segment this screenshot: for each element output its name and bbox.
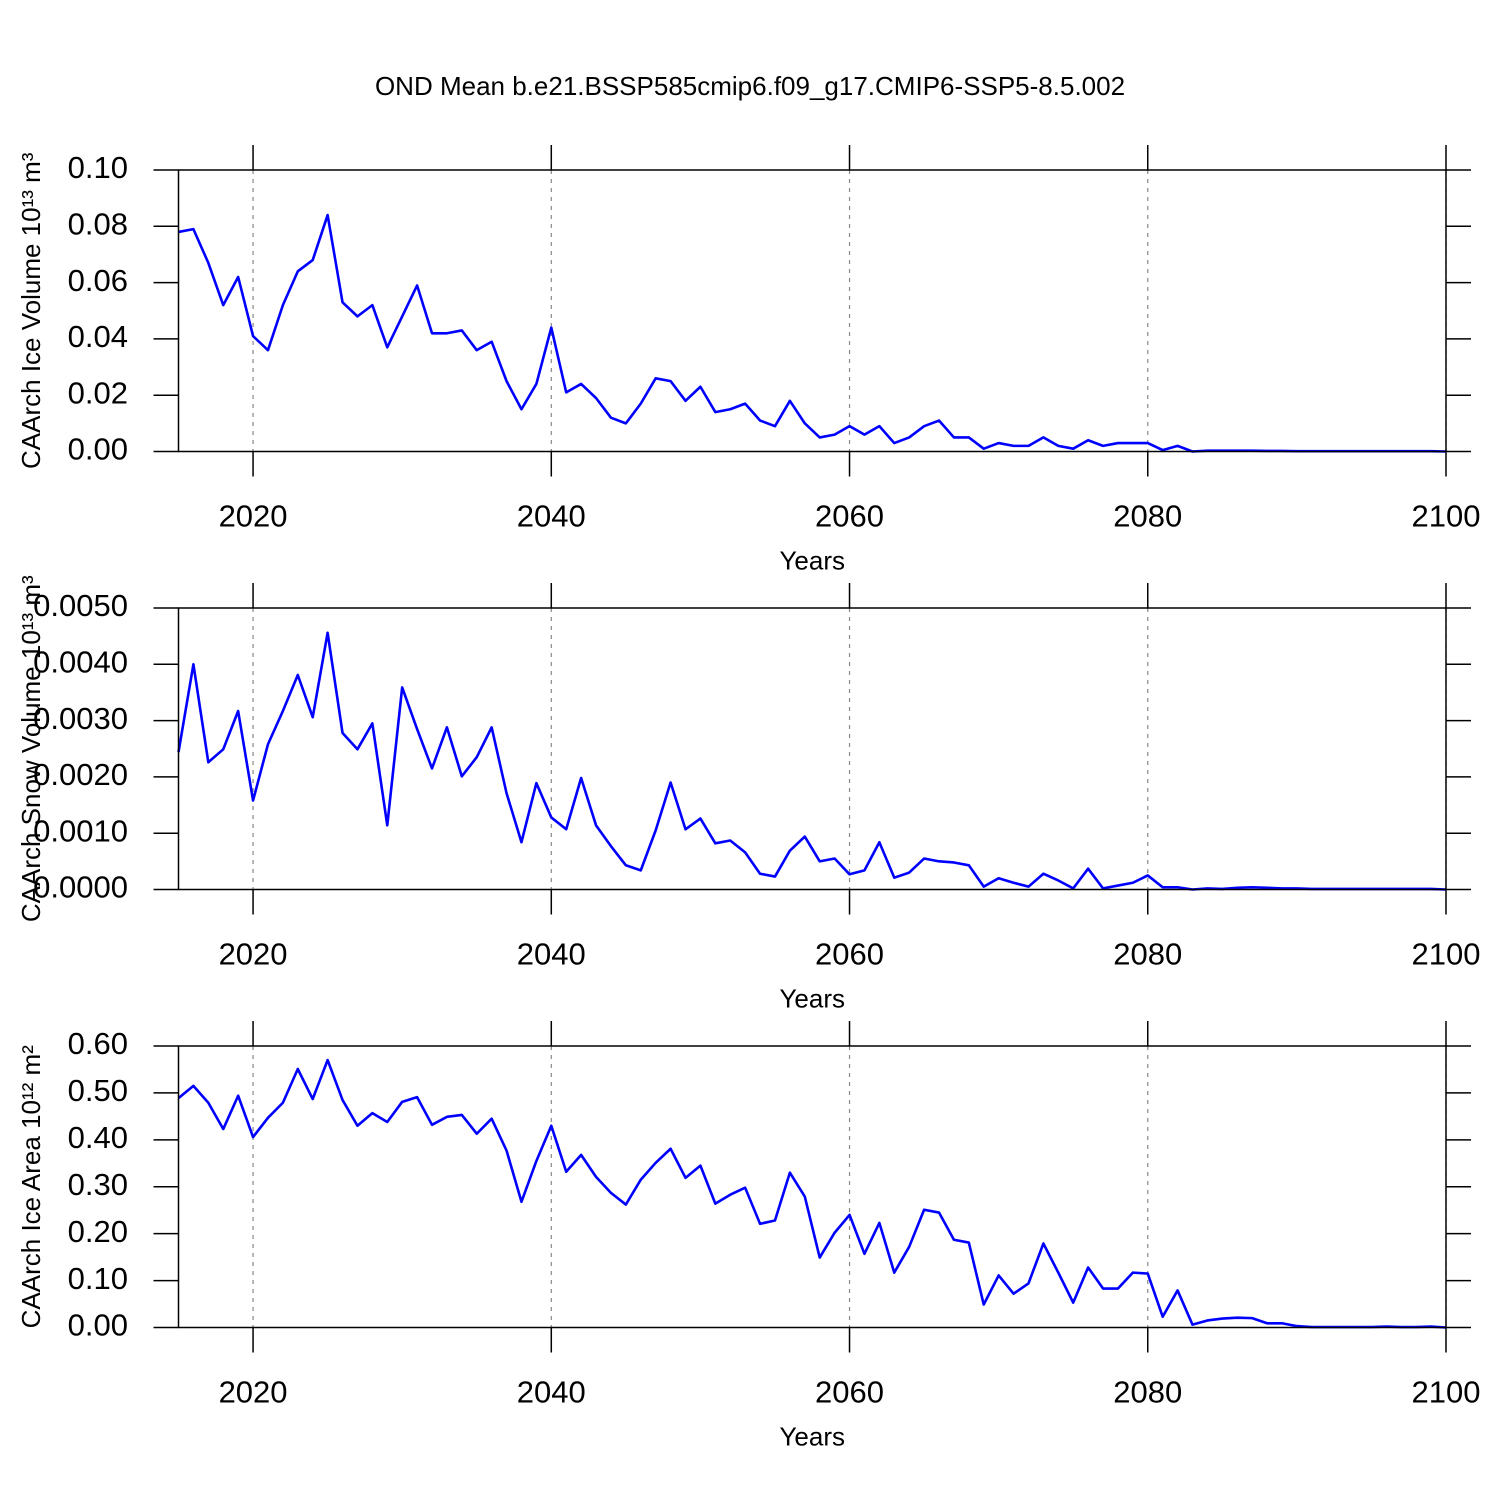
x-tick-label: 2060	[815, 937, 884, 972]
y-tick-label: 0.20	[68, 1214, 128, 1249]
x-tick-label: 2100	[1412, 1375, 1481, 1410]
x-tick-label: 2080	[1113, 499, 1182, 534]
y-tick-label: 0.02	[68, 375, 128, 410]
x-tick-label: 2100	[1412, 937, 1481, 972]
x-tick-label: 2060	[815, 499, 884, 534]
y-tick-label: 0.0040	[33, 644, 128, 679]
x-tick-label: 2020	[219, 1375, 288, 1410]
data-line	[177, 1058, 1447, 1329]
x-tick-label: 2020	[219, 499, 288, 534]
x-tick-label: 2080	[1113, 1375, 1182, 1410]
y-tick-label: 0.00	[68, 1308, 128, 1343]
y-axis-label-group: CAArch Ice Area 10¹² m²	[16, 1045, 46, 1329]
x-axis-label: Years	[779, 545, 845, 575]
y-tick-label: 0.06	[68, 263, 128, 298]
x-axis-label: Years	[779, 1421, 845, 1451]
x-tick-label: 2100	[1412, 499, 1481, 534]
y-tick-label: 0.0010	[33, 813, 128, 848]
data-line	[177, 631, 1447, 891]
y-tick-label: 0.04	[68, 319, 128, 354]
x-tick-label: 2040	[517, 937, 586, 972]
y-tick-label: 0.50	[68, 1073, 128, 1108]
x-tick-label: 2040	[517, 499, 586, 534]
plot-frame	[177, 1045, 1447, 1329]
y-tick-label: 0.30	[68, 1167, 128, 1202]
y-axis-label-group: CAArch Snow Volume 10¹³ m³	[16, 575, 46, 922]
y-tick-label: 0.60	[68, 1026, 128, 1061]
y-tick-label: 0.0030	[33, 701, 128, 736]
x-tick-label: 2080	[1113, 937, 1182, 972]
y-tick-label: 0.0000	[33, 870, 128, 905]
y-tick-label: 0.00	[68, 432, 128, 467]
x-axis-label: Years	[779, 983, 845, 1013]
y-tick-label: 0.0020	[33, 757, 128, 792]
plot-frame	[177, 169, 1447, 453]
y-axis-label: CAArch Ice Volume 10¹³ m³	[16, 152, 46, 469]
y-tick-label: 0.0050	[33, 588, 128, 623]
plot-frame	[177, 607, 1447, 891]
x-tick-label: 2060	[815, 1375, 884, 1410]
x-tick-label: 2040	[517, 1375, 586, 1410]
y-axis-label: CAArch Snow Volume 10¹³ m³	[16, 575, 46, 922]
data-line	[178, 213, 1447, 453]
y-tick-label: 0.10	[68, 1261, 128, 1296]
y-tick-label: 0.40	[68, 1120, 128, 1155]
y-tick-label: 0.08	[68, 206, 128, 241]
x-tick-label: 2020	[219, 937, 288, 972]
chart-title: OND Mean b.e21.BSSP585cmip6.f09_g17.CMIP…	[375, 71, 1125, 101]
y-axis-label: CAArch Ice Area 10¹² m²	[16, 1045, 46, 1329]
y-tick-label: 0.10	[68, 150, 128, 185]
y-axis-label-group: CAArch Ice Volume 10¹³ m³	[16, 152, 46, 469]
